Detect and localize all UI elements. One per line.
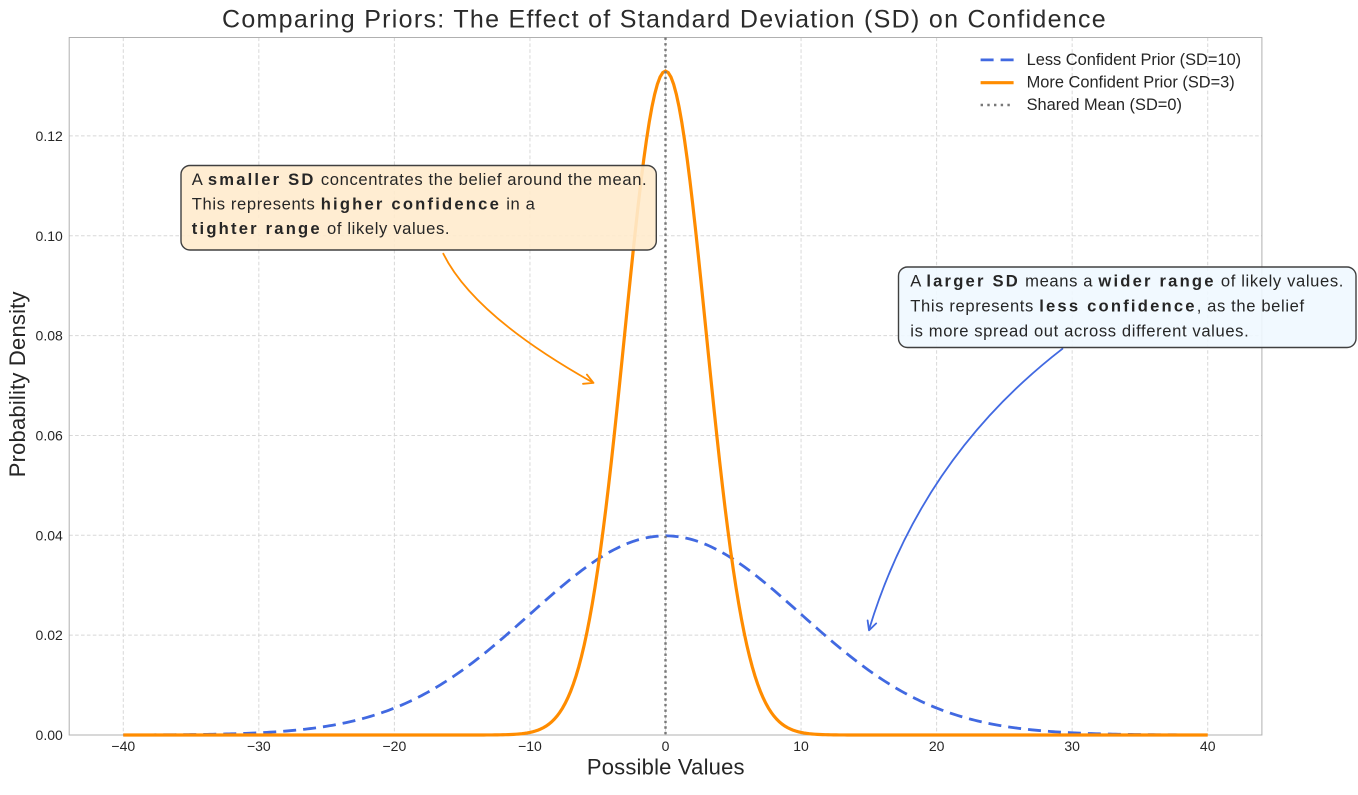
svg-text:0.00: 0.00	[36, 727, 63, 743]
svg-text:More Confident Prior (SD=3): More Confident Prior (SD=3)	[1027, 74, 1235, 92]
svg-text:−40: −40	[111, 738, 135, 754]
svg-text:0.10: 0.10	[36, 228, 63, 244]
svg-text:0: 0	[662, 738, 670, 754]
svg-text:40: 40	[1200, 738, 1216, 754]
svg-text:0.12: 0.12	[36, 128, 63, 144]
svg-text:−30: −30	[247, 738, 271, 754]
svg-text:Shared Mean (SD=0): Shared Mean (SD=0)	[1027, 96, 1182, 114]
svg-text:−10: −10	[518, 738, 542, 754]
svg-text:30: 30	[1064, 738, 1080, 754]
svg-text:This represents less confidenc: This represents less confidence, as the …	[910, 296, 1304, 315]
svg-text:0.08: 0.08	[36, 328, 63, 344]
svg-text:10: 10	[793, 738, 809, 754]
svg-text:0.02: 0.02	[36, 627, 63, 643]
svg-text:Comparing Priors: The Effect o: Comparing Priors: The Effect of Standard…	[222, 6, 1107, 34]
svg-text:This represents higher confide: This represents higher confidence in a	[192, 195, 536, 214]
svg-text:A larger SD means a wider rang: A larger SD means a wider range of likel…	[910, 271, 1344, 290]
svg-text:Possible Values: Possible Values	[587, 755, 745, 780]
svg-text:Less Confident Prior (SD=10): Less Confident Prior (SD=10)	[1027, 51, 1242, 69]
svg-text:A smaller SD concentrates the: A smaller SD concentrates the belief aro…	[192, 170, 647, 189]
svg-text:−20: −20	[383, 738, 407, 754]
svg-text:tighter range of likely values: tighter range of likely values.	[192, 219, 450, 238]
svg-text:Probability Density: Probability Density	[5, 291, 30, 477]
svg-text:is more spread out across diff: is more spread out across different valu…	[910, 321, 1249, 340]
svg-text:20: 20	[929, 738, 945, 754]
svg-text:0.04: 0.04	[36, 527, 63, 543]
svg-text:0.06: 0.06	[36, 427, 63, 443]
